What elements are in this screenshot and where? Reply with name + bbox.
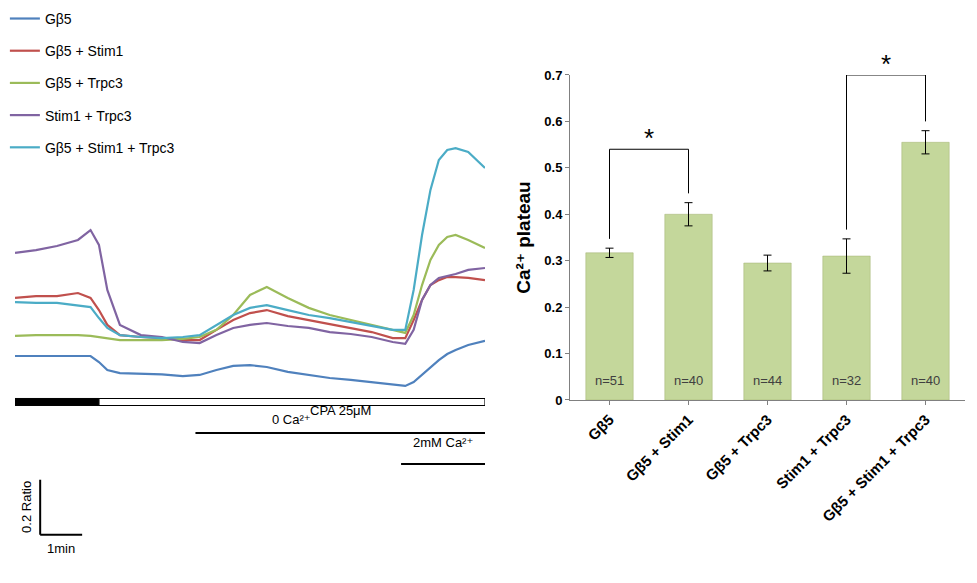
- svg-text:1min: 1min: [47, 541, 75, 556]
- svg-text:0.3: 0.3: [544, 253, 562, 268]
- svg-text:0.1: 0.1: [544, 346, 562, 361]
- svg-text:*: *: [644, 123, 654, 153]
- svg-text:0.7: 0.7: [544, 68, 562, 83]
- svg-text:0.4: 0.4: [544, 207, 563, 222]
- svg-text:2mM Ca²⁺: 2mM Ca²⁺: [413, 435, 473, 450]
- svg-text:Gβ5 + Stim1: Gβ5 + Stim1: [45, 43, 124, 59]
- svg-text:Gβ5 + Stim1 + Trpc3: Gβ5 + Stim1 + Trpc3: [819, 411, 933, 525]
- svg-text:0.2 Ratio: 0.2 Ratio: [19, 481, 34, 533]
- svg-text:Gβ5: Gβ5: [584, 411, 617, 444]
- svg-text:n=40: n=40: [911, 373, 940, 388]
- svg-text:n=32: n=32: [832, 373, 861, 388]
- svg-text:n=51: n=51: [595, 373, 624, 388]
- svg-text:Stim1 + Trpc3: Stim1 + Trpc3: [45, 108, 132, 124]
- svg-text:*: *: [881, 49, 891, 79]
- svg-text:0.5: 0.5: [544, 160, 562, 175]
- svg-text:Gβ5 + Trpc3: Gβ5 + Trpc3: [702, 411, 775, 484]
- svg-text:Gβ5 + Stim1: Gβ5 + Stim1: [622, 411, 696, 485]
- svg-text:0.2: 0.2: [544, 300, 562, 315]
- svg-text:Gβ5 + Trpc3: Gβ5 + Trpc3: [45, 75, 123, 91]
- svg-text:Gβ5: Gβ5: [45, 11, 72, 27]
- svg-text:0.6: 0.6: [544, 114, 562, 129]
- svg-text:Gβ5 + Stim1 + Trpc3: Gβ5 + Stim1 + Trpc3: [45, 140, 175, 156]
- svg-text:Ca²⁺ plateau: Ca²⁺ plateau: [513, 181, 534, 293]
- svg-text:0 Ca²⁺: 0 Ca²⁺: [272, 412, 311, 427]
- svg-text:n=44: n=44: [753, 373, 782, 388]
- svg-text:0: 0: [555, 393, 562, 408]
- svg-text:n=40: n=40: [674, 373, 703, 388]
- svg-text:CPA 25μM: CPA 25μM: [310, 403, 371, 418]
- svg-text:Stim1 + Trpc3: Stim1 + Trpc3: [773, 411, 854, 492]
